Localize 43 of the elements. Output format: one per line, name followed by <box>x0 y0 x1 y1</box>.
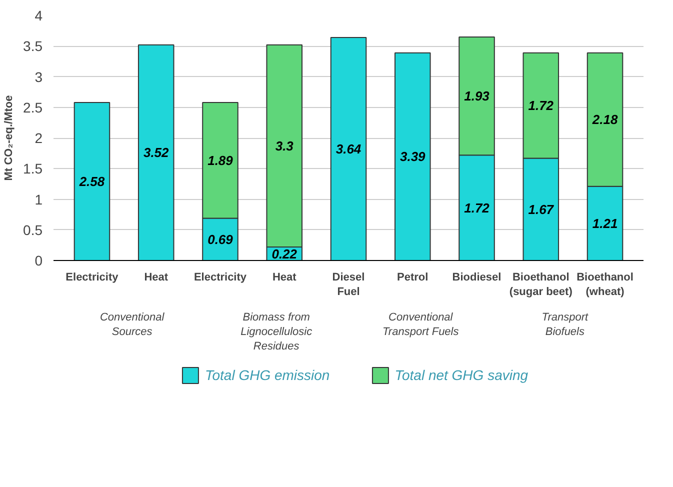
data-label: 1.72 <box>528 98 554 114</box>
data-label: 0.69 <box>208 232 234 247</box>
data-label: 3.64 <box>336 142 362 157</box>
data-label: 2.58 <box>78 174 106 189</box>
y-tick-label: 0 <box>34 252 43 268</box>
x-tick-label: Electricity <box>194 272 248 284</box>
legend-label: Total net GHG saving <box>394 367 528 383</box>
data-label: 3.3 <box>275 138 294 154</box>
x-tick-label: Diesel Fuel <box>332 272 365 298</box>
data-label: 2.18 <box>591 112 618 128</box>
bar <box>394 52 431 260</box>
data-label: 0.22 <box>272 246 298 262</box>
x-tick-label: Petrol <box>397 272 428 284</box>
x-tick-label: Biodiesel <box>452 272 502 284</box>
y-tick-label: 1 <box>34 191 43 208</box>
text: Conventional Transport Fuels <box>382 312 460 338</box>
y-tick-label: 1.5 <box>23 160 43 177</box>
y-tick-label: 4 <box>34 8 43 24</box>
legend-label: Total GHG emission <box>204 367 330 383</box>
x-tick-label: Electricity <box>66 272 120 284</box>
data-label: 3.39 <box>400 149 426 164</box>
y-tick-label: 2 <box>34 130 43 146</box>
text: Biomass from Lignocellulosic Residues <box>240 312 313 352</box>
y-tick-label: 2.5 <box>23 99 43 116</box>
x-tick-label: Bioethanol (sugar beet) <box>509 272 573 298</box>
x-tick-label: Heat <box>144 272 168 284</box>
text: Transport Biofuels <box>542 312 590 338</box>
x-tick-label: Bioethanol (wheat) <box>576 272 634 298</box>
bar <box>330 37 367 260</box>
data-label: 1.21 <box>592 216 618 231</box>
data-label: 3.52 <box>143 145 170 160</box>
x-tick-label: Heat <box>272 272 297 284</box>
y-tick-label: 0.5 <box>23 222 43 238</box>
data-label: 1.67 <box>528 202 554 217</box>
text: Conventional Sources <box>100 312 165 338</box>
data-label: 1.89 <box>208 152 234 168</box>
y-tick-label: 3.5 <box>23 38 43 54</box>
bar <box>74 102 110 260</box>
y-tick-label: 3 <box>34 68 43 85</box>
y-axis-title: Mt CO₂-eq./Mtoe <box>3 95 16 181</box>
data-label: 1.72 <box>464 200 490 216</box>
bar <box>138 44 174 260</box>
data-label: 1.93 <box>464 88 490 104</box>
